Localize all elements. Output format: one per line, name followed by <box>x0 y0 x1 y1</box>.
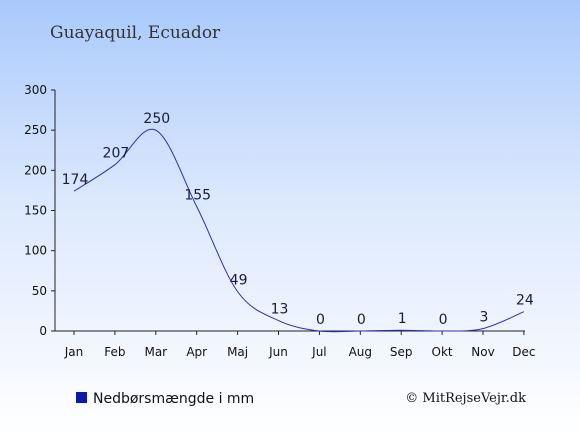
data-point <box>277 319 280 322</box>
data-label: 24 <box>516 293 534 309</box>
x-tick-label: Aug <box>349 345 372 359</box>
data-label: 0 <box>316 312 325 328</box>
data-label: 174 <box>62 172 89 188</box>
data-label: 155 <box>184 187 211 203</box>
x-tick-label: Sep <box>390 345 413 359</box>
data-point <box>318 330 321 333</box>
legend-label: Nedbørsmængde i mm <box>93 391 254 407</box>
x-tick-label: Feb <box>104 345 125 359</box>
data-label: 0 <box>439 312 448 328</box>
y-tick-label: 150 <box>24 204 47 218</box>
data-point <box>359 330 362 333</box>
data-point <box>441 330 444 333</box>
x-tick-label: Nov <box>471 345 494 359</box>
data-label: 207 <box>103 146 130 162</box>
data-point <box>154 129 157 132</box>
x-tick-label: Jun <box>268 345 288 359</box>
data-point <box>113 163 116 166</box>
y-axis-ticks: 0 50 100 150 200 250 300 <box>24 83 55 338</box>
x-tick-label: Okt <box>432 345 453 359</box>
data-point <box>522 310 525 313</box>
y-tick-label: 50 <box>32 284 47 298</box>
y-tick-label: 300 <box>24 83 47 97</box>
y-tick-label: 200 <box>24 163 47 177</box>
data-point <box>73 190 76 193</box>
series-line <box>73 128 525 333</box>
data-point <box>482 327 485 330</box>
data-label: 1 <box>398 311 407 327</box>
x-tick-label: Jul <box>311 345 326 359</box>
y-tick-label: 250 <box>24 123 47 137</box>
data-point <box>400 329 403 332</box>
data-label: 0 <box>357 312 366 328</box>
x-tick-label: Maj <box>227 345 248 359</box>
x-axis-ticks: Jan Feb Mar Apr Maj Jun Jul Aug Sep Okt Nov Dec <box>64 331 536 359</box>
data-label: 250 <box>143 111 170 127</box>
data-point <box>236 290 239 293</box>
y-tick-label: 100 <box>24 244 47 258</box>
x-tick-label: Jan <box>64 345 84 359</box>
x-tick-label: Dec <box>512 345 535 359</box>
x-tick-label: Mar <box>144 345 167 359</box>
data-label: 3 <box>480 310 489 326</box>
data-point <box>195 205 198 208</box>
data-label: 49 <box>230 273 248 289</box>
y-tick-label: 0 <box>39 324 47 338</box>
credit-text: © MitRejseVejr.dk <box>405 391 526 406</box>
chart-title: Guayaquil, Ecuador <box>50 23 221 43</box>
series-layer <box>73 128 525 333</box>
data-labels: 174 207 250 155 49 13 0 0 1 0 3 24 <box>62 111 534 328</box>
legend-marker <box>76 392 87 403</box>
data-label: 13 <box>271 302 289 318</box>
x-tick-label: Apr <box>186 345 207 359</box>
